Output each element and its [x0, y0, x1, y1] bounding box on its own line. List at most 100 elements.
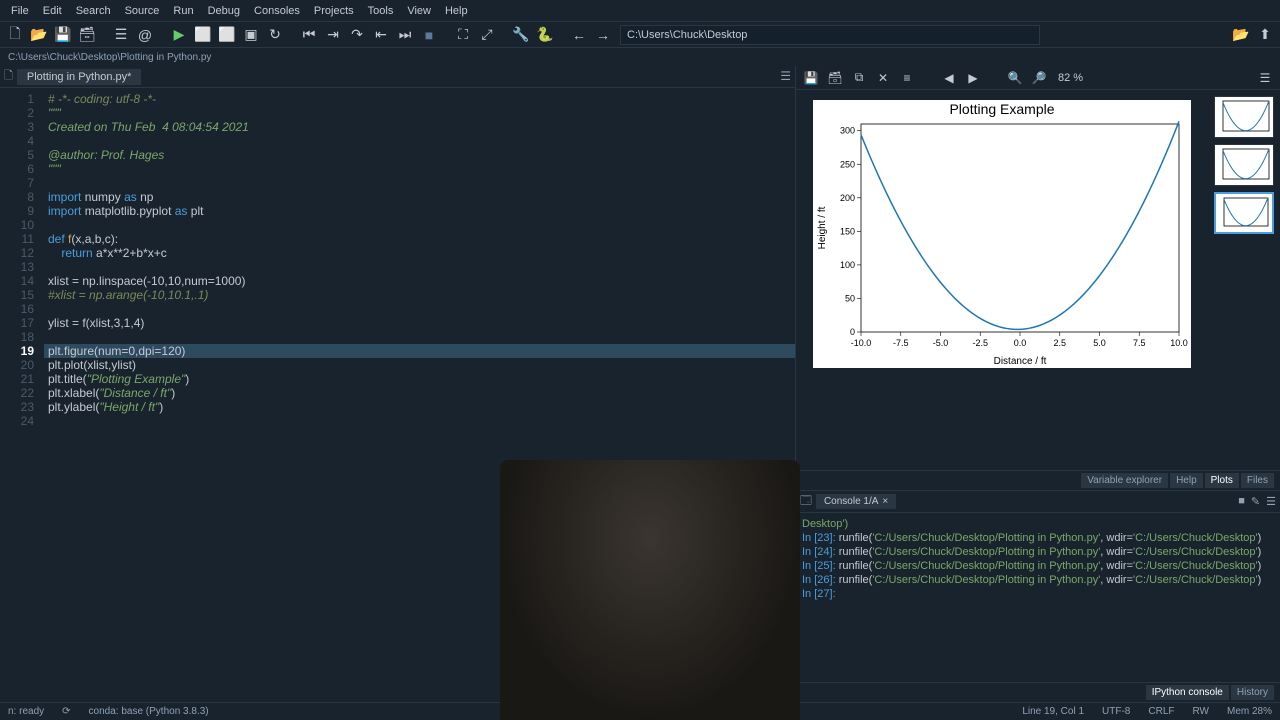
zoom-out-icon[interactable]: 🔍 [1006, 69, 1024, 87]
console-tab-history[interactable]: History [1231, 685, 1274, 700]
debug-continue-icon[interactable]: ⏭ [394, 24, 416, 46]
run-selection-icon[interactable]: ▣ [240, 24, 262, 46]
fullscreen-icon[interactable]: ⤢ [476, 24, 498, 46]
menubar: FileEditSearchSourceRunDebugConsolesProj… [0, 0, 1280, 22]
console-bottom-tabs: IPython consoleHistory [796, 682, 1280, 702]
cursor-position[interactable]: Line 19, Col 1 [1022, 706, 1084, 717]
console-tabbar: 🗔 Console 1/A × ■ ✎ ☰ [796, 491, 1280, 513]
console-clear-icon[interactable]: ✎ [1251, 495, 1260, 508]
ipython-console[interactable]: Desktop')In [23]: runfile('C:/Users/Chuc… [796, 513, 1280, 682]
plot-thumbnails [1208, 90, 1280, 470]
save-all-plots-icon[interactable]: 🗃 [826, 69, 844, 87]
run-icon[interactable]: ▶ [168, 24, 190, 46]
panel-tab-files[interactable]: Files [1241, 473, 1274, 488]
menu-debug[interactable]: Debug [201, 5, 247, 17]
editor-tabbar: 🗋 Plotting in Python.py* ☰ [0, 66, 795, 88]
svg-text:-5.0: -5.0 [933, 338, 949, 348]
python-path-icon[interactable]: 🐍 [534, 24, 556, 46]
working-dir-input[interactable] [620, 25, 1040, 45]
svg-text:-7.5: -7.5 [893, 338, 909, 348]
save-plot-icon[interactable]: 💾 [802, 69, 820, 87]
debug-out-icon[interactable]: ⇤ [370, 24, 392, 46]
editor-options-icon[interactable]: ☰ [780, 69, 791, 83]
file-icon: 🗋 [4, 67, 13, 86]
close-plot-icon[interactable]: ✕ [874, 69, 892, 87]
debug-step-icon[interactable]: ⏮ [298, 24, 320, 46]
next-plot-icon[interactable]: ▶ [964, 69, 982, 87]
console-tab[interactable]: Console 1/A × [816, 494, 896, 509]
save-all-icon[interactable]: 🗃 [76, 24, 98, 46]
panel-tab-plots[interactable]: Plots [1205, 473, 1239, 488]
svg-text:Distance / ft: Distance / ft [994, 356, 1047, 367]
console-options-icon[interactable]: ☰ [1266, 495, 1276, 508]
svg-text:100: 100 [840, 260, 855, 270]
console-stop-icon[interactable]: ■ [1238, 495, 1245, 508]
wrench-icon[interactable]: 🔧 [510, 24, 532, 46]
breadcrumb: C:\Users\Chuck\Desktop\Plotting in Pytho… [0, 48, 1280, 66]
code-editor[interactable]: 123456789101112131415161718192021222324 … [0, 88, 795, 702]
svg-text:2.5: 2.5 [1053, 338, 1066, 348]
run-cell-advance-icon[interactable]: ⬜ [216, 24, 238, 46]
plots-options-icon[interactable]: ☰ [1256, 69, 1274, 87]
run-cell-icon[interactable]: ⬜ [192, 24, 214, 46]
eol[interactable]: CRLF [1148, 706, 1174, 717]
menu-help[interactable]: Help [438, 5, 475, 17]
svg-text:300: 300 [840, 126, 855, 136]
debug-over-icon[interactable]: ↷ [346, 24, 368, 46]
menu-source[interactable]: Source [118, 5, 167, 17]
panel-tab-help[interactable]: Help [1170, 473, 1203, 488]
debug-stop-icon[interactable]: ■ [418, 24, 440, 46]
code-area[interactable]: # -*- coding: utf-8 -*-"""Created on Thu… [44, 88, 795, 702]
open-file-icon[interactable]: 📂 [28, 24, 50, 46]
panel-tab-variable-explorer[interactable]: Variable explorer [1081, 473, 1168, 488]
console-tab-label: Console 1/A [824, 496, 878, 507]
memory: Mem 28% [1227, 706, 1272, 717]
plot-thumb[interactable] [1214, 96, 1274, 138]
close-all-plots-icon[interactable]: ≡ [898, 69, 916, 87]
svg-text:0: 0 [850, 327, 855, 337]
svg-text:50: 50 [845, 293, 855, 303]
encoding[interactable]: UTF-8 [1102, 706, 1130, 717]
forward-icon[interactable]: → [592, 24, 614, 46]
panel-tabs: Variable explorerHelpPlotsFiles [796, 470, 1280, 490]
menu-projects[interactable]: Projects [307, 5, 361, 17]
menu-view[interactable]: View [400, 5, 438, 17]
menu-file[interactable]: File [4, 5, 36, 17]
copy-plot-icon[interactable]: ⧉ [850, 69, 868, 87]
rw-status: RW [1193, 706, 1209, 717]
plot-thumb[interactable] [1214, 192, 1274, 234]
menu-search[interactable]: Search [69, 5, 118, 17]
at-icon[interactable]: @ [134, 24, 156, 46]
close-icon[interactable]: × [882, 496, 888, 507]
menu-consoles[interactable]: Consoles [247, 5, 307, 17]
svg-text:150: 150 [840, 226, 855, 236]
prev-plot-icon[interactable]: ◀ [940, 69, 958, 87]
plots-area: -10.0-7.5-5.0-2.50.02.55.07.510.00501001… [796, 90, 1280, 470]
plot-thumb[interactable] [1214, 144, 1274, 186]
console-tab-ipython-console[interactable]: IPython console [1146, 685, 1229, 700]
zoom-in-icon[interactable]: 🔎 [1030, 69, 1048, 87]
debug-into-icon[interactable]: ⇥ [322, 24, 344, 46]
env-status[interactable]: conda: base (Python 3.8.3) [89, 706, 209, 717]
spinner-icon: ⟳ [62, 706, 70, 717]
new-file-icon[interactable]: 🗋 [4, 24, 26, 46]
svg-text:Plotting Example: Plotting Example [949, 101, 1054, 117]
editor-tab[interactable]: Plotting in Python.py* [17, 69, 143, 85]
parent-dir-icon[interactable]: ⬆ [1254, 24, 1276, 46]
list-icon[interactable]: ☰ [110, 24, 132, 46]
editor-tab-label: Plotting in Python.py* [27, 71, 132, 83]
plot-main: -10.0-7.5-5.0-2.50.02.55.07.510.00501001… [796, 90, 1208, 470]
browse-icon[interactable]: 📂 [1230, 24, 1252, 46]
maximize-icon[interactable]: ⛶ [452, 24, 474, 46]
plots-toolbar: 💾 🗃 ⧉ ✕ ≡ ◀ ▶ 🔍 🔎 82 % ☰ [796, 66, 1280, 90]
console-icon: 🗔 [800, 492, 812, 511]
save-icon[interactable]: 💾 [52, 24, 74, 46]
rerun-icon[interactable]: ↻ [264, 24, 286, 46]
back-icon[interactable]: ← [568, 24, 590, 46]
svg-text:10.0: 10.0 [1170, 338, 1188, 348]
zoom-label: 82 % [1058, 72, 1083, 84]
menu-run[interactable]: Run [166, 5, 200, 17]
menu-tools[interactable]: Tools [361, 5, 401, 17]
line-gutter: 123456789101112131415161718192021222324 [0, 88, 44, 702]
menu-edit[interactable]: Edit [36, 5, 69, 17]
